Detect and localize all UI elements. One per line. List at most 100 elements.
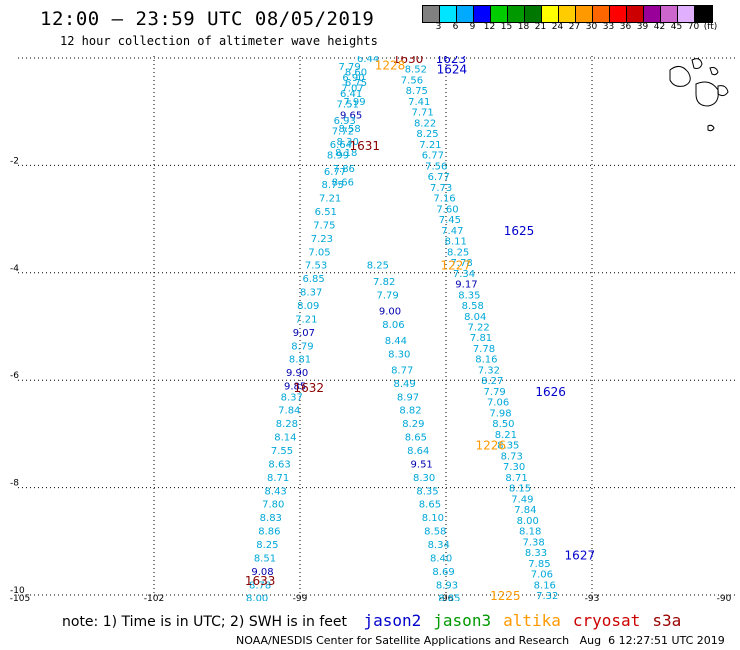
colorbar-swatch [542, 6, 559, 22]
wave-height-label: 7.71 [412, 108, 434, 119]
wave-height-label: 7.23 [311, 234, 333, 245]
legend: note: 1) Time is in UTC; 2) SWH is in fe… [62, 611, 681, 630]
colorbar-label: 36 [619, 22, 632, 32]
wave-height-label: 8.58 [424, 527, 446, 538]
wave-height-label: 7.21 [319, 194, 341, 205]
wave-height-label: 8.79 [291, 341, 313, 352]
colorbar-label: 12 [483, 22, 496, 32]
wave-height-label: 8.85 [438, 594, 460, 601]
wave-height-label: 7.55 [271, 446, 293, 457]
wave-height-label: 6.85 [302, 274, 324, 285]
wave-height-label: 8.33 [525, 548, 547, 559]
wave-height-label: 7.79 [376, 290, 398, 301]
wave-height-label: 6.51 [315, 207, 337, 218]
wave-height-label: 7.06 [531, 570, 553, 581]
lon-tick-label: -90 [717, 594, 732, 601]
wave-height-label: 8.14 [274, 433, 296, 444]
wave-height-label: 8.58 [339, 124, 361, 135]
wave-height-label: 7.84 [514, 505, 536, 516]
colorbar-label: 33 [602, 22, 615, 32]
track-time-label: 1225 [490, 589, 521, 601]
colorbar-swatch [440, 6, 457, 22]
wave-height-label: 7.47 [441, 226, 463, 237]
colorbar-label: 45 [670, 22, 683, 32]
wave-height-label: 8.60 [345, 67, 367, 78]
wave-height-label: 7.86 [333, 164, 355, 175]
wave-height-label: 8.00 [246, 594, 268, 601]
wave-height-label: 8.58 [462, 301, 484, 312]
wave-height-label: 8.78 [249, 580, 271, 591]
wave-height-label: 8.16 [475, 355, 497, 366]
wave-height-label: 7.98 [489, 408, 511, 419]
colorbar-label: (ft) [703, 22, 718, 32]
wave-height-label: 7.34 [453, 269, 475, 280]
wave-height-label: 8.30 [413, 473, 435, 484]
colorbar-label: 70 [687, 22, 700, 32]
wave-height-label: 7.53 [305, 261, 327, 272]
wave-height-label: 6.77 [428, 172, 450, 183]
wave-height-label: 8.11 [445, 237, 467, 248]
wave-height-label: 8.18 [519, 527, 541, 538]
wave-height-label: 7.05 [308, 247, 330, 258]
wave-height-label: 7.73 [430, 183, 452, 194]
wave-height-label: 8.99 [327, 151, 349, 162]
wave-height-label: 7.56 [425, 161, 447, 172]
wave-height-label: 8.09 [297, 301, 319, 312]
legend-note: note: 1) Time is in UTC; 2) SWH is in fe… [62, 614, 348, 630]
track-time-label: 1633 [245, 574, 276, 588]
wave-height-label: 7.51 [337, 100, 359, 111]
wave-height-label: 8.25 [256, 540, 278, 551]
footer-timestamp: Aug 6 12:27:51 UTC 2019 [579, 634, 725, 647]
wave-height-label: 7.78 [450, 258, 472, 269]
wave-height-label: 8.81 [289, 355, 311, 366]
page-title: 12:00 — 23:59 UTC 08/05/2019 [40, 8, 375, 30]
colorbar-swatch [508, 6, 525, 22]
colorbar-label: 3 [435, 22, 442, 32]
wave-height-label: 8.75 [321, 180, 343, 191]
track-time-label: 1632 [293, 381, 324, 395]
colorbar-label: 30 [585, 22, 598, 32]
wave-height-label: 7.78 [473, 344, 495, 355]
wave-height-label: 8.30 [337, 137, 359, 148]
colorbar-swatch [593, 6, 610, 22]
colorbar-label: 18 [517, 22, 530, 32]
wave-height-label: 6.44 [357, 56, 379, 65]
legend-satellite-s3a: s3a [652, 611, 682, 630]
wave-height-label: 8.52 [405, 65, 427, 76]
colorbar-label: 27 [568, 22, 581, 32]
wave-height-label: 7.21 [295, 314, 317, 325]
lon-tick-label: -93 [585, 594, 600, 601]
track-time-label: 1226 [475, 439, 506, 453]
wave-height-label: 6.77 [324, 167, 346, 178]
wave-height-label: 7.56 [401, 75, 423, 86]
wave-height-label: 8.28 [276, 419, 298, 430]
colorbar-swatch [644, 6, 661, 22]
colorbar-swatch [576, 6, 593, 22]
footer: NOAA/NESDIS Center for Satellite Applica… [236, 634, 725, 647]
wave-height-label: 8.51 [254, 553, 276, 564]
wave-height-label: 8.27 [481, 376, 503, 387]
wave-height-label: 9.90 [286, 368, 308, 379]
wave-height-label: 8.83 [260, 513, 282, 524]
wave-height-label: 7.41 [408, 97, 430, 108]
wave-height-label: 7.72 [332, 126, 354, 137]
colorbar-label: 15 [500, 22, 513, 32]
wave-height-label: 8.22 [414, 118, 436, 129]
colorbar-swatch [474, 6, 491, 22]
wave-height-label: 8.10 [422, 513, 444, 524]
colorbar-swatch [661, 6, 678, 22]
lat-tick-label: -4 [10, 264, 19, 274]
wave-height-label: 9.51 [411, 459, 433, 470]
wave-height-label: 8.82 [399, 406, 421, 417]
wave-height-label: 7.07 [341, 84, 363, 95]
wave-height-label: 7.32 [478, 365, 500, 376]
wave-height-label: 8.04 [464, 312, 486, 323]
wave-height-label: 8.37 [281, 392, 303, 403]
legend-satellite-jason2: jason2 [363, 611, 422, 630]
colorbar-swatch [457, 6, 474, 22]
wave-height-label: 7.80 [262, 500, 284, 511]
track-time-label: 1227 [440, 259, 471, 273]
page-subtitle: 12 hour collection of altimeter wave hei… [60, 34, 378, 48]
wave-height-label: 8.25 [416, 129, 438, 140]
colorbar-swatch [610, 6, 627, 22]
